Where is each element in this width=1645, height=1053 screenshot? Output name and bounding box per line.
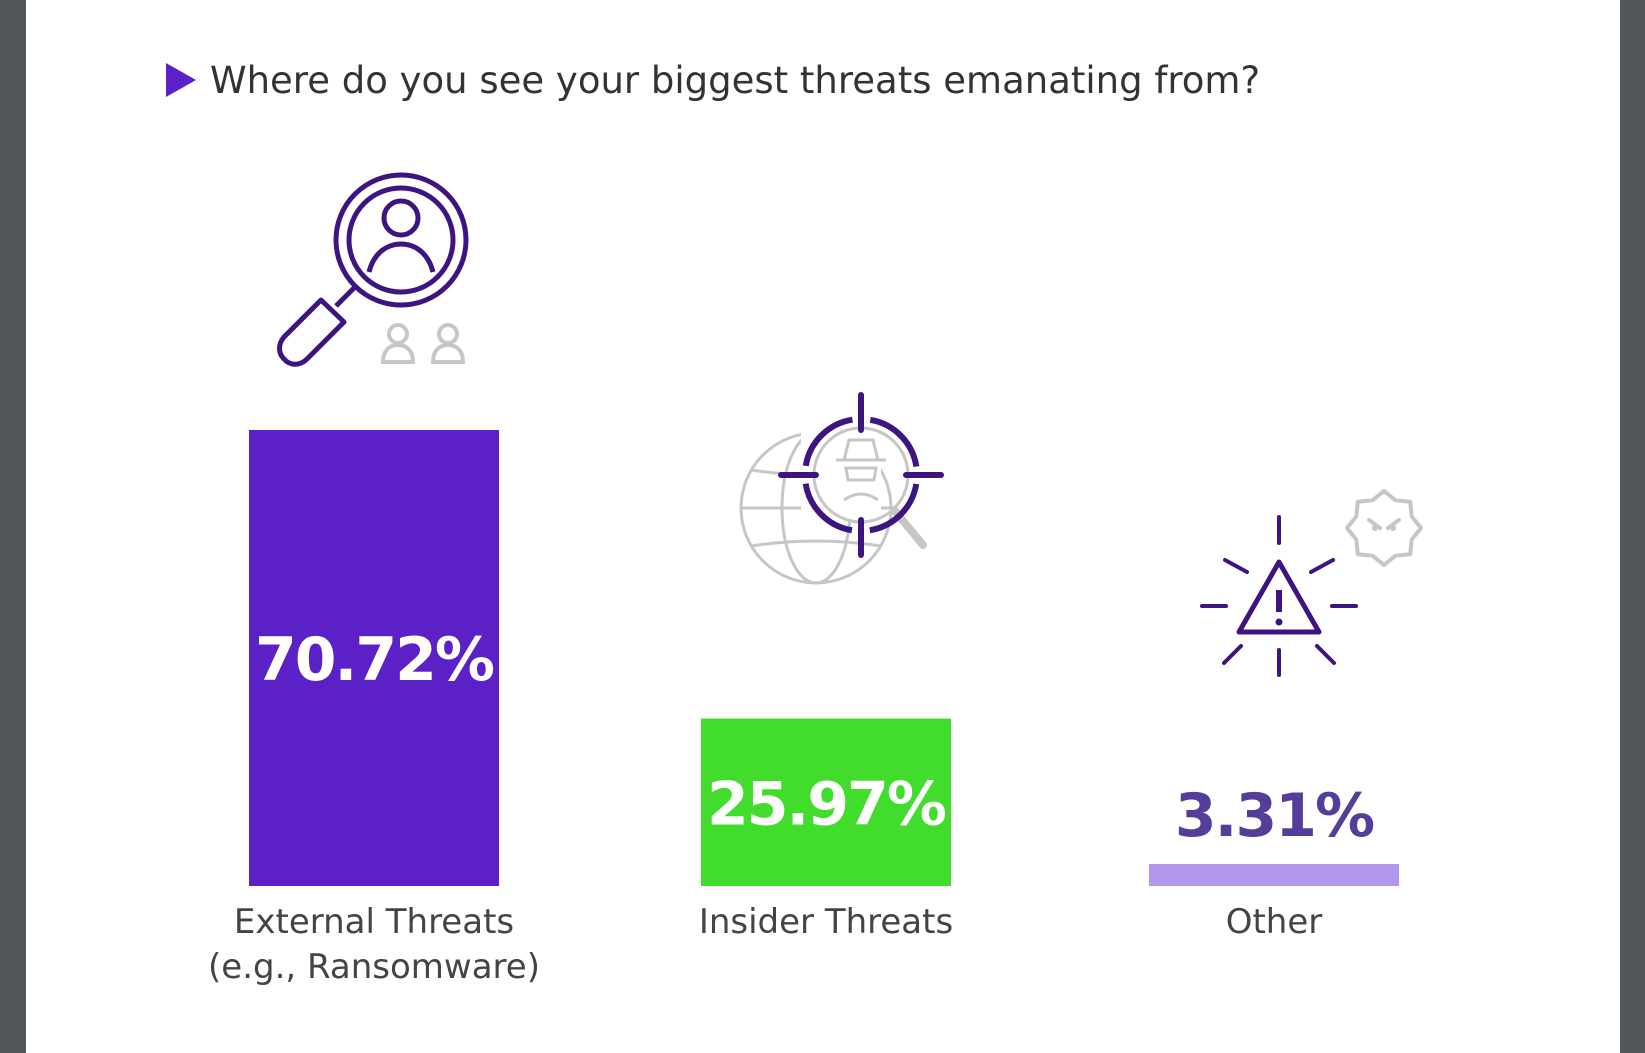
magnifier-person-icon <box>277 172 469 367</box>
category-label-0-1: (e.g., Ransomware) <box>208 947 540 987</box>
bar-0 <box>249 430 499 886</box>
bar-2 <box>1149 864 1399 886</box>
chart-title: Where do you see your biggest threats em… <box>210 58 1261 102</box>
category-label-2-0: Other <box>1226 902 1323 942</box>
bar-chart: 70.72% External Threats (e.g., Ransomware)… <box>208 172 1423 987</box>
play-triangle-icon <box>166 63 196 97</box>
globe-target-spy-icon <box>739 392 944 585</box>
chart-header: Where do you see your biggest threats em… <box>166 50 1260 110</box>
bar-value-label-2: 3.31% <box>1175 781 1374 851</box>
bar-value-label-0: 70.72% <box>255 625 494 695</box>
bar-1 <box>701 718 951 886</box>
bar-value-label-1: 25.97% <box>707 769 946 839</box>
warning-virus-icon <box>1200 489 1423 677</box>
page: Where do you see your biggest threats em… <box>26 0 1620 1053</box>
category-label-1-0: Insider Threats <box>699 902 953 942</box>
category-label-0-0: External Threats <box>234 902 514 942</box>
